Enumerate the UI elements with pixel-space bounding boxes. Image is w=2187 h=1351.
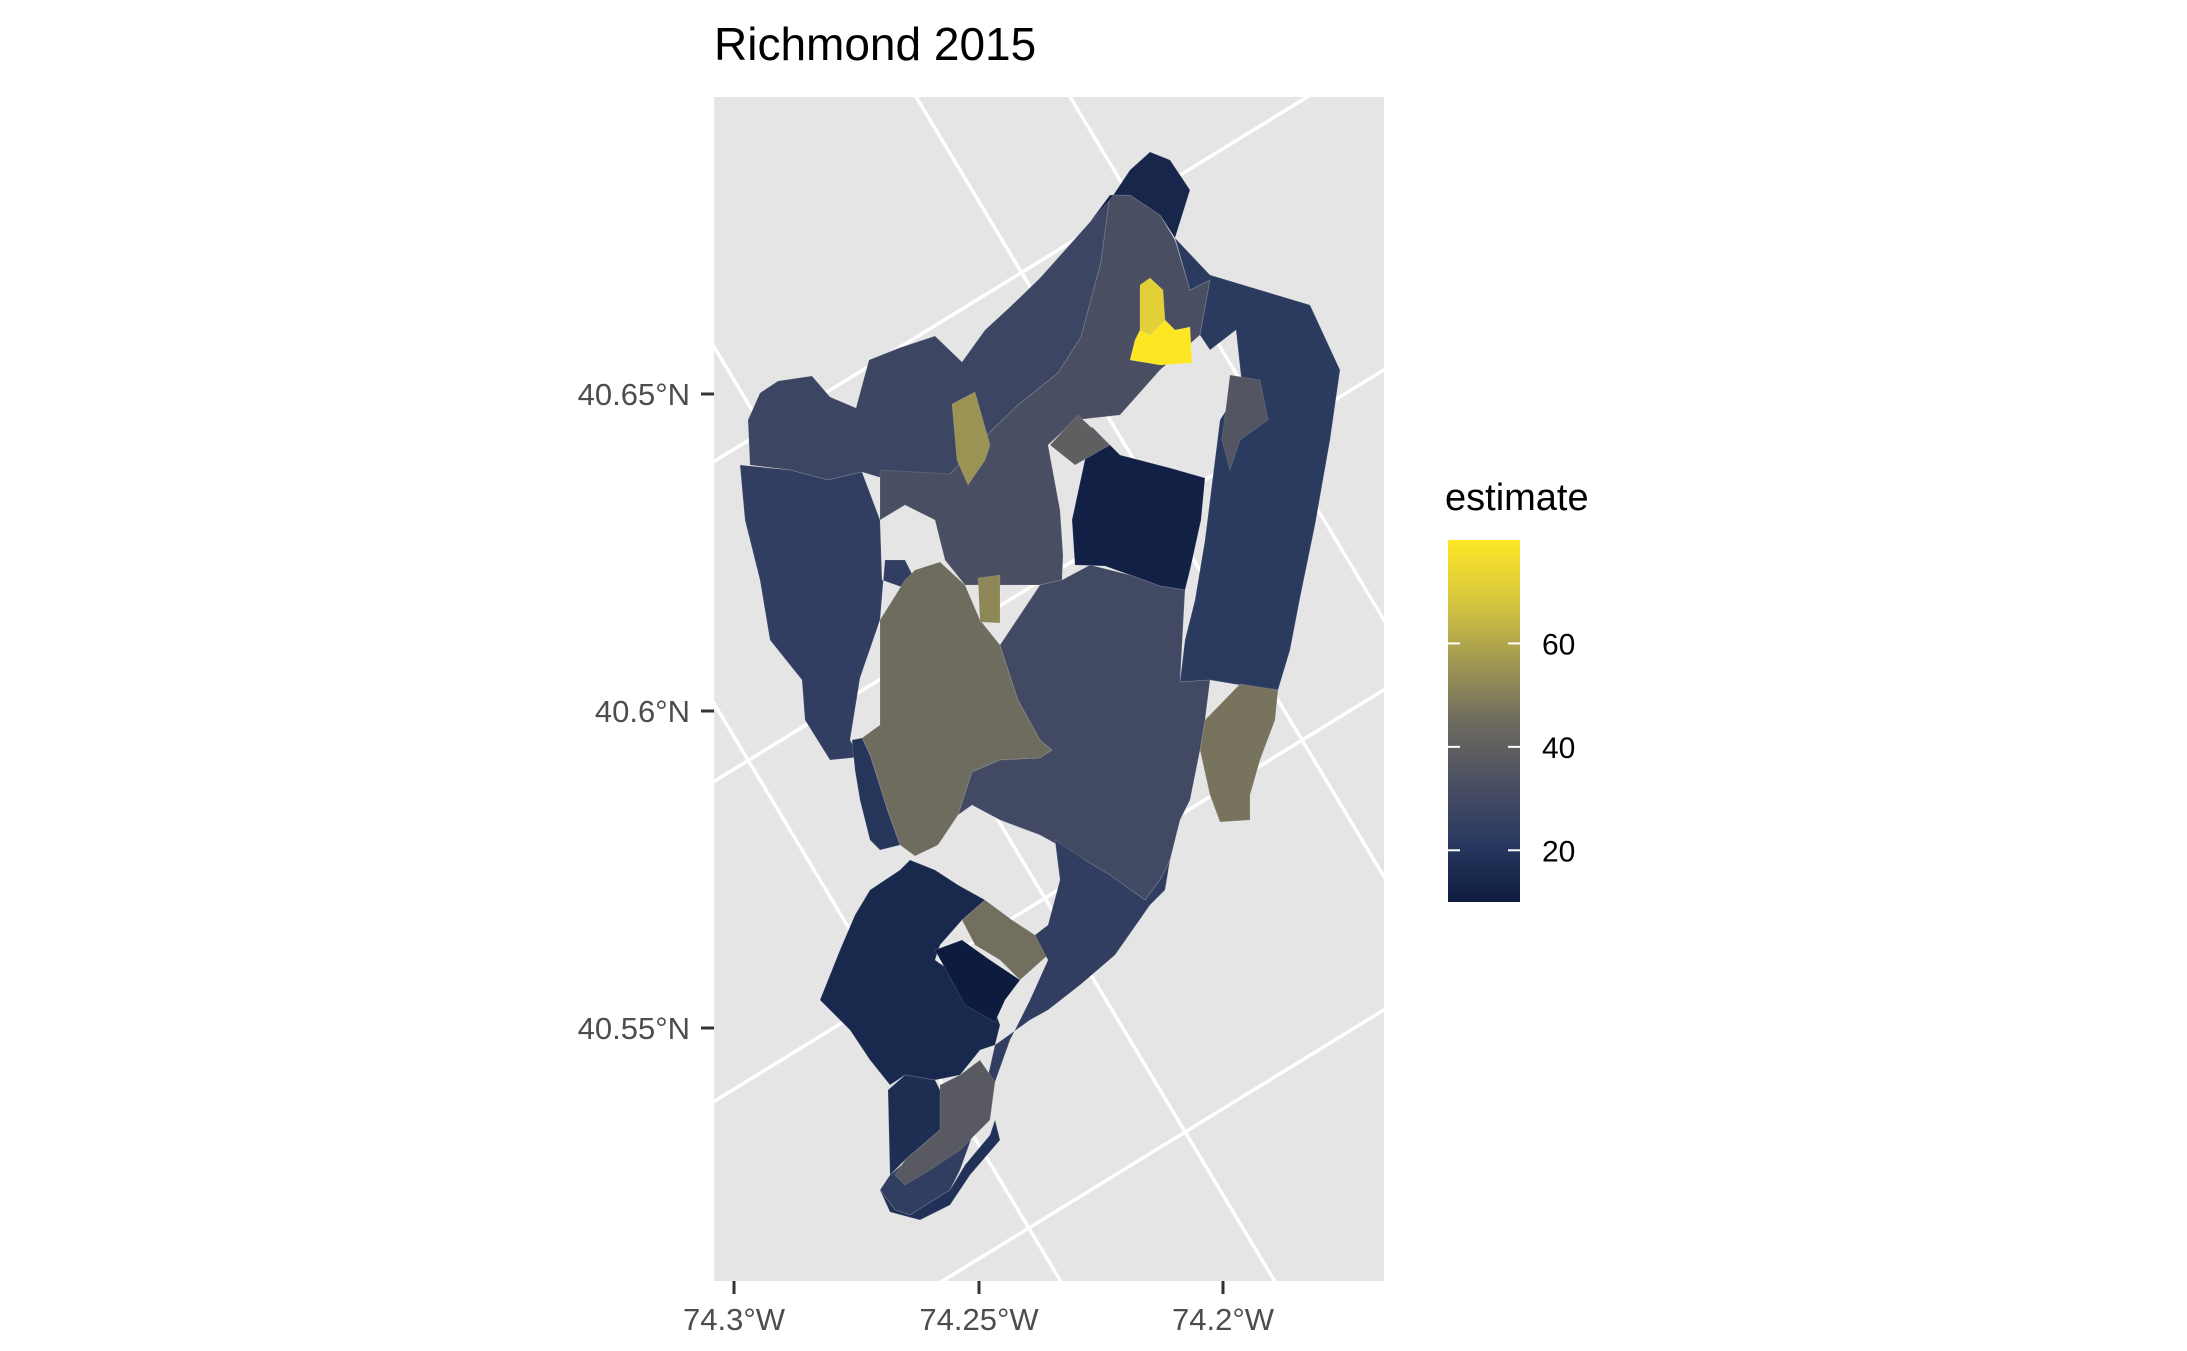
tract[interactable] bbox=[1049, 414, 1111, 466]
legend-colorbar bbox=[1448, 540, 1520, 902]
gridline-lat-40-50 bbox=[939, 1007, 1384, 1281]
y-tick-label: 40.55°N bbox=[578, 1011, 690, 1046]
gridline-lat-40-55 bbox=[714, 687, 1384, 1104]
tract-layer bbox=[739, 151, 1341, 1221]
x-tick-label: 74.3°W bbox=[683, 1302, 786, 1337]
tract[interactable] bbox=[879, 838, 1171, 1216]
y-axis: 40.65°N 40.6°N 40.55°N bbox=[578, 377, 714, 1046]
legend-ticks: 20 40 60 bbox=[1448, 628, 1575, 868]
gridline-lon-74-35 bbox=[714, 699, 1063, 1281]
tract[interactable] bbox=[851, 737, 901, 851]
gridline-lon-74-20 bbox=[1068, 97, 1384, 624]
tract[interactable] bbox=[934, 939, 1021, 1023]
legend: estimate 20 40 60 bbox=[1445, 477, 1589, 902]
tract[interactable] bbox=[879, 1118, 1001, 1221]
tract[interactable] bbox=[819, 859, 1001, 1086]
tract[interactable] bbox=[951, 391, 991, 487]
x-tick-label: 74.2°W bbox=[1172, 1302, 1275, 1337]
x-tick-label: 74.25°W bbox=[919, 1302, 1039, 1337]
chart-title: Richmond 2015 bbox=[714, 18, 1036, 70]
legend-tick-label: 20 bbox=[1542, 835, 1575, 868]
legend-tick-label: 40 bbox=[1542, 732, 1575, 765]
tract[interactable] bbox=[879, 194, 1211, 586]
legend-title: estimate bbox=[1445, 477, 1589, 519]
tract[interactable] bbox=[1221, 374, 1269, 472]
tract[interactable] bbox=[894, 1059, 996, 1186]
tract[interactable] bbox=[1089, 151, 1191, 240]
x-axis: 74.3°W 74.25°W 74.2°W bbox=[683, 1281, 1275, 1337]
tract[interactable] bbox=[1129, 319, 1193, 366]
legend-tick-label: 60 bbox=[1542, 628, 1575, 661]
tract[interactable] bbox=[977, 574, 1001, 624]
y-tick-label: 40.6°N bbox=[595, 694, 690, 729]
y-tick-label: 40.65°N bbox=[578, 377, 690, 412]
